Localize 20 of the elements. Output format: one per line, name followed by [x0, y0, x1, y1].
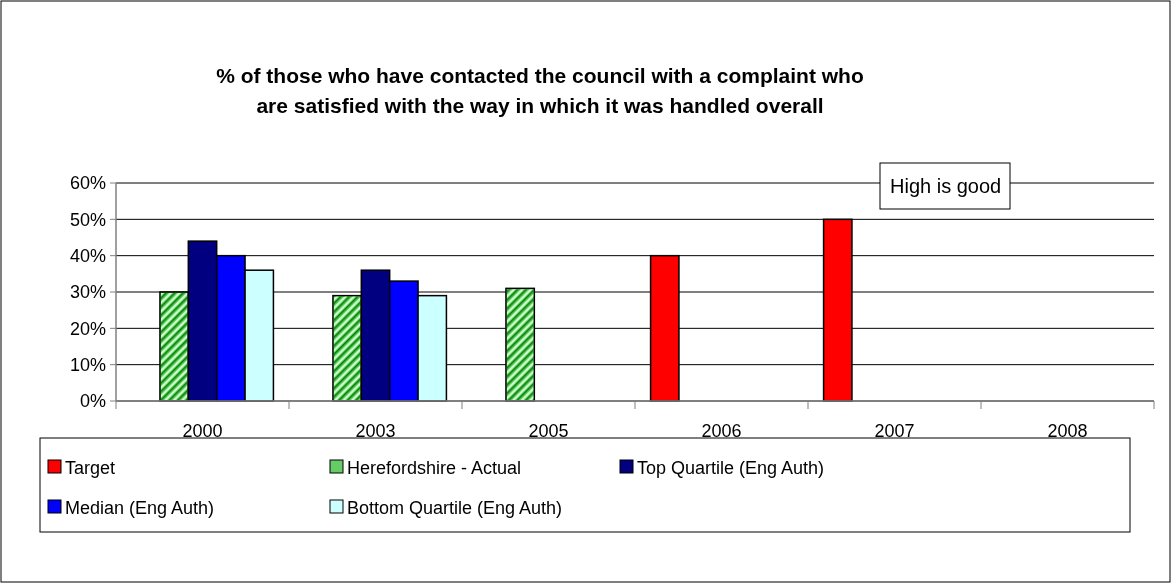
- legend-label: Top Quartile (Eng Auth): [637, 458, 825, 479]
- x-tick-label: 2006: [701, 421, 742, 441]
- y-tick-label: 30%: [69, 282, 106, 303]
- y-tick-label: 40%: [69, 245, 106, 266]
- chart-title: % of those who have contacted the council with a complaint who are satisfied with the way in which it was handled overall: [216, 64, 864, 117]
- x-tick-label: 2003: [355, 421, 396, 441]
- legend-label: Herefordshire - Actual: [347, 458, 522, 479]
- y-tick-label: 20%: [69, 318, 106, 339]
- y-tick-label: 60%: [69, 173, 106, 194]
- annotation: High is good: [890, 175, 1002, 197]
- x-tick-label: 2005: [528, 421, 569, 441]
- y-tick-label: 50%: [69, 209, 106, 230]
- x-tick-label: 2000: [182, 421, 223, 441]
- y-tick-label: 10%: [69, 354, 106, 375]
- legend-label: Bottom Quartile (Eng Auth): [347, 498, 563, 519]
- x-tick-label: 2007: [874, 421, 915, 441]
- x-tick-label: 2008: [1047, 421, 1088, 441]
- legend-label: Target: [65, 458, 116, 479]
- y-tick-label: 0%: [79, 391, 106, 412]
- legend-label: Median (Eng Auth): [65, 498, 215, 519]
